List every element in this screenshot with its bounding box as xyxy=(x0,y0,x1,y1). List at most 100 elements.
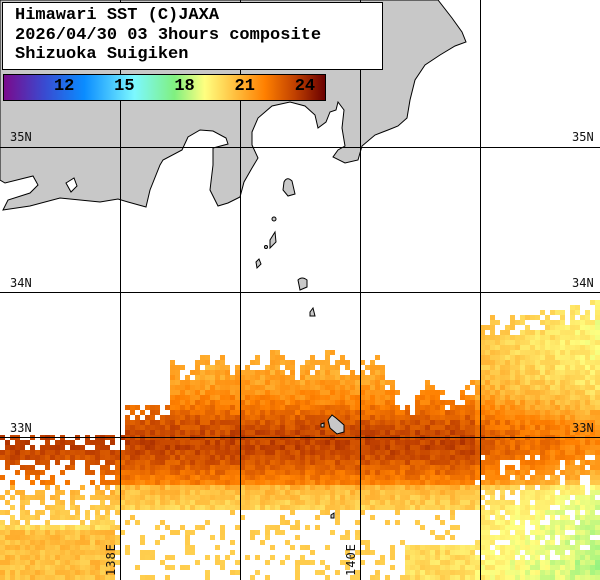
sst-cell xyxy=(565,505,570,510)
sst-cell xyxy=(145,450,150,455)
sst-cell xyxy=(580,570,585,575)
sst-cell xyxy=(520,460,525,465)
sst-cell xyxy=(5,555,10,560)
sst-cell xyxy=(240,405,245,410)
sst-cell xyxy=(500,420,505,425)
sst-cell xyxy=(590,370,595,375)
sst-cell xyxy=(570,455,575,460)
sst-cell xyxy=(540,390,545,395)
color-scale-label: 24 xyxy=(294,77,316,96)
sst-cell xyxy=(470,575,475,580)
sst-cell xyxy=(275,355,280,360)
sst-cell xyxy=(360,495,365,500)
sst-cell xyxy=(245,500,250,505)
sst-cell xyxy=(110,480,115,485)
sst-cell xyxy=(215,415,220,420)
sst-cell xyxy=(540,395,545,400)
sst-cell xyxy=(350,445,355,450)
sst-cell xyxy=(320,380,325,385)
sst-cell xyxy=(380,455,385,460)
sst-cell xyxy=(545,355,550,360)
sst-cell xyxy=(415,410,420,415)
sst-cell xyxy=(475,390,480,395)
sst-cell xyxy=(165,490,170,495)
sst-cell xyxy=(270,500,275,505)
sst-cell xyxy=(75,445,80,450)
sst-cell xyxy=(470,550,475,555)
sst-cell xyxy=(125,495,130,500)
sst-cell xyxy=(305,410,310,415)
sst-cell xyxy=(155,430,160,435)
sst-cell xyxy=(535,415,540,420)
sst-cell xyxy=(450,410,455,415)
sst-cell xyxy=(170,460,175,465)
sst-cell xyxy=(380,420,385,425)
sst-cell xyxy=(490,460,495,465)
sst-cell xyxy=(275,380,280,385)
sst-cell xyxy=(380,505,385,510)
sst-cell xyxy=(200,455,205,460)
sst-cell xyxy=(80,570,85,575)
sst-cell xyxy=(300,480,305,485)
sst-cell xyxy=(445,530,450,535)
sst-cell xyxy=(335,385,340,390)
sst-cell xyxy=(185,415,190,420)
sst-cell xyxy=(55,515,60,520)
sst-cell xyxy=(165,485,170,490)
sst-cell xyxy=(120,505,125,510)
sst-cell xyxy=(300,500,305,505)
sst-cell xyxy=(105,455,110,460)
sst-cell xyxy=(75,455,80,460)
sst-cell xyxy=(535,430,540,435)
sst-cell xyxy=(555,335,560,340)
sst-cell xyxy=(45,555,50,560)
sst-cell xyxy=(455,485,460,490)
sst-cell xyxy=(540,360,545,365)
sst-cell xyxy=(20,560,25,565)
sst-cell xyxy=(355,460,360,465)
sst-cell xyxy=(100,530,105,535)
sst-cell xyxy=(255,400,260,405)
sst-cell xyxy=(240,400,245,405)
sst-cell xyxy=(240,490,245,495)
sst-cell xyxy=(490,345,495,350)
sst-cell xyxy=(235,475,240,480)
sst-cell xyxy=(590,330,595,335)
sst-cell xyxy=(190,485,195,490)
sst-cell xyxy=(560,575,565,580)
sst-cell xyxy=(200,390,205,395)
sst-cell xyxy=(270,400,275,405)
sst-cell xyxy=(415,440,420,445)
sst-cell xyxy=(380,465,385,470)
sst-cell xyxy=(550,330,555,335)
sst-cell xyxy=(20,445,25,450)
sst-cell xyxy=(430,490,435,495)
sst-cell xyxy=(525,315,530,320)
sst-cell xyxy=(50,445,55,450)
sst-cell xyxy=(245,485,250,490)
sst-cell xyxy=(80,530,85,535)
sst-cell xyxy=(480,330,485,335)
sst-cell xyxy=(440,560,445,565)
sst-cell xyxy=(495,510,500,515)
sst-cell xyxy=(365,400,370,405)
sst-cell xyxy=(85,565,90,570)
sst-cell xyxy=(280,475,285,480)
sst-cell xyxy=(480,350,485,355)
sst-cell xyxy=(420,425,425,430)
sst-cell xyxy=(385,495,390,500)
sst-cell xyxy=(485,425,490,430)
sst-cell xyxy=(40,535,45,540)
sst-cell xyxy=(230,380,235,385)
sst-cell xyxy=(150,415,155,420)
sst-cell xyxy=(225,390,230,395)
sst-cell xyxy=(85,570,90,575)
sst-cell xyxy=(465,495,470,500)
sst-cell xyxy=(575,480,580,485)
sst-cell xyxy=(240,375,245,380)
sst-cell xyxy=(385,460,390,465)
sst-cell xyxy=(595,430,600,435)
sst-cell xyxy=(360,490,365,495)
sst-cell xyxy=(35,460,40,465)
sst-cell xyxy=(485,370,490,375)
